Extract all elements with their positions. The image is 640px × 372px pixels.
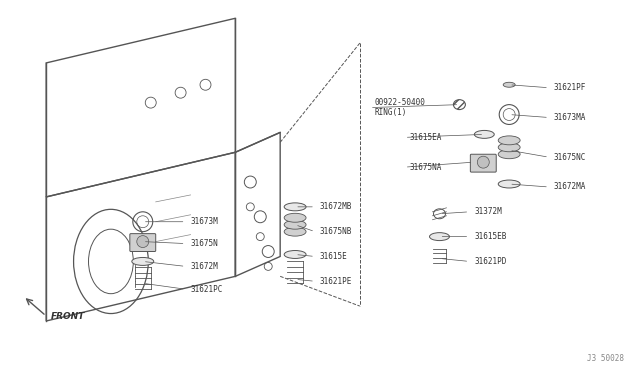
- Ellipse shape: [503, 82, 515, 87]
- Ellipse shape: [474, 131, 494, 138]
- Text: 31675NC: 31675NC: [554, 153, 586, 162]
- Text: 31675NB: 31675NB: [320, 227, 353, 236]
- Text: 31673MA: 31673MA: [554, 113, 586, 122]
- Text: 31615EA: 31615EA: [410, 133, 442, 142]
- Ellipse shape: [284, 250, 306, 259]
- Ellipse shape: [429, 232, 449, 241]
- Ellipse shape: [284, 213, 306, 222]
- Circle shape: [477, 156, 489, 168]
- Text: 31615E: 31615E: [320, 252, 348, 261]
- Text: FRONT: FRONT: [51, 311, 85, 321]
- FancyBboxPatch shape: [470, 154, 496, 172]
- Ellipse shape: [498, 180, 520, 188]
- Text: 31621PD: 31621PD: [474, 257, 507, 266]
- Text: 31673M: 31673M: [191, 217, 218, 226]
- Text: 31672M: 31672M: [191, 262, 218, 271]
- Text: J3 50028: J3 50028: [587, 354, 623, 363]
- Text: 31621PE: 31621PE: [320, 277, 353, 286]
- Text: 00922-50400
RING(1): 00922-50400 RING(1): [375, 98, 426, 117]
- Text: 31621PF: 31621PF: [554, 83, 586, 92]
- Text: 31372M: 31372M: [474, 207, 502, 216]
- Ellipse shape: [132, 257, 154, 265]
- Ellipse shape: [284, 227, 306, 236]
- Circle shape: [503, 109, 515, 121]
- FancyBboxPatch shape: [130, 234, 156, 251]
- Circle shape: [137, 235, 148, 247]
- Text: 31675N: 31675N: [191, 239, 218, 248]
- Ellipse shape: [498, 136, 520, 145]
- Text: 31675NA: 31675NA: [410, 163, 442, 171]
- Ellipse shape: [498, 143, 520, 152]
- Text: 31615EB: 31615EB: [474, 232, 507, 241]
- Ellipse shape: [498, 150, 520, 159]
- Ellipse shape: [284, 203, 306, 211]
- Text: 31672MB: 31672MB: [320, 202, 353, 211]
- Text: 31672MA: 31672MA: [554, 183, 586, 192]
- Ellipse shape: [284, 220, 306, 229]
- Text: 31621PC: 31621PC: [191, 285, 223, 294]
